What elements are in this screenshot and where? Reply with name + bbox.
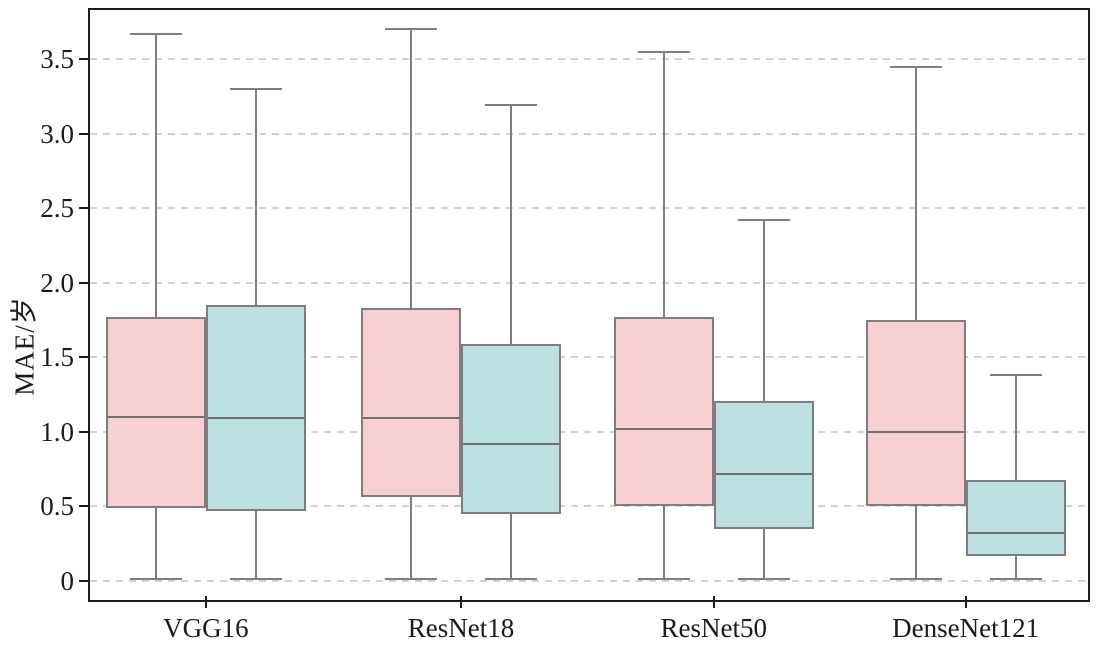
y-tick-label: 1.0 — [40, 416, 74, 447]
upper-whisker-line — [914, 66, 917, 321]
iqr-box-pink — [613, 317, 714, 507]
lower-whisker-cap — [229, 578, 282, 581]
lower-whisker-cap — [485, 578, 538, 581]
lower-whisker-line — [154, 507, 157, 580]
x-axis-tick — [964, 596, 967, 608]
lower-whisker-cap — [989, 578, 1042, 581]
iqr-box-pink — [361, 308, 462, 498]
upper-whisker-line — [254, 89, 257, 306]
gridline — [90, 356, 1088, 359]
median-line — [107, 415, 204, 418]
y-tick-label: 2.0 — [40, 267, 74, 298]
x-category-label: VGG16 — [163, 613, 249, 643]
x-axis-tick — [712, 596, 715, 608]
lower-whisker-line — [762, 528, 765, 580]
y-tick-label: 3.5 — [40, 44, 74, 75]
upper-whisker-line — [510, 105, 513, 344]
lower-whisker-line — [662, 506, 665, 580]
lower-whisker-cap — [385, 578, 438, 581]
y-axis-tick — [79, 58, 88, 61]
x-category-label: ResNet18 — [407, 613, 515, 643]
gridline — [90, 132, 1088, 135]
x-axis-tick — [204, 596, 207, 608]
lower-whisker-line — [254, 510, 257, 580]
median-line — [967, 532, 1064, 535]
iqr-box-teal — [713, 400, 814, 529]
gridline — [90, 505, 1088, 508]
upper-whisker-cap — [889, 65, 942, 68]
lower-whisker-cap — [129, 578, 182, 581]
lower-whisker-line — [1014, 555, 1017, 580]
y-tick-label: 0 — [60, 565, 75, 596]
y-tick-label: 0.5 — [40, 491, 74, 522]
y-axis-tick — [79, 207, 88, 210]
lower-whisker-line — [410, 497, 413, 580]
y-axis-tick — [79, 430, 88, 433]
median-line — [207, 417, 304, 420]
median-line — [615, 427, 712, 430]
lower-whisker-line — [510, 513, 513, 580]
y-tick-label: 3.0 — [40, 118, 74, 149]
y-tick-label: 2.5 — [40, 193, 74, 224]
upper-whisker-line — [762, 220, 765, 401]
gridline — [90, 281, 1088, 284]
y-axis-tick — [79, 579, 88, 582]
y-tick-label: 1.5 — [40, 342, 74, 373]
gridline — [90, 207, 1088, 210]
upper-whisker-cap — [637, 50, 690, 53]
gridline — [90, 430, 1088, 433]
iqr-box-pink — [865, 320, 966, 507]
upper-whisker-cap — [989, 374, 1042, 377]
y-axis-tick — [79, 132, 88, 135]
x-category-label: DenseNet121 — [892, 613, 1040, 643]
lower-whisker-cap — [637, 578, 690, 581]
iqr-box-teal — [205, 305, 306, 511]
upper-whisker-line — [410, 29, 413, 309]
y-axis-tick — [79, 505, 88, 508]
x-axis-tick — [460, 596, 463, 608]
upper-whisker-cap — [229, 88, 282, 91]
gridline — [90, 579, 1088, 582]
lower-whisker-cap — [737, 578, 790, 581]
upper-whisker-line — [154, 33, 157, 318]
iqr-box-pink — [105, 317, 206, 508]
upper-whisker-cap — [737, 219, 790, 222]
lower-whisker-line — [914, 506, 917, 580]
upper-whisker-cap — [485, 104, 538, 107]
iqr-box-teal — [461, 343, 562, 514]
y-axis-tick — [79, 356, 88, 359]
median-line — [463, 442, 560, 445]
lower-whisker-cap — [889, 578, 942, 581]
median-line — [715, 472, 812, 475]
upper-whisker-cap — [129, 32, 182, 35]
y-axis-tick — [79, 281, 88, 284]
upper-whisker-cap — [385, 28, 438, 31]
plot-border — [88, 8, 1090, 602]
gridline — [90, 58, 1088, 61]
median-line — [867, 430, 964, 433]
iqr-box-teal — [965, 479, 1066, 556]
x-category-label: ResNet50 — [660, 613, 767, 643]
median-line — [363, 417, 460, 420]
upper-whisker-line — [1014, 375, 1017, 480]
upper-whisker-line — [662, 51, 665, 318]
